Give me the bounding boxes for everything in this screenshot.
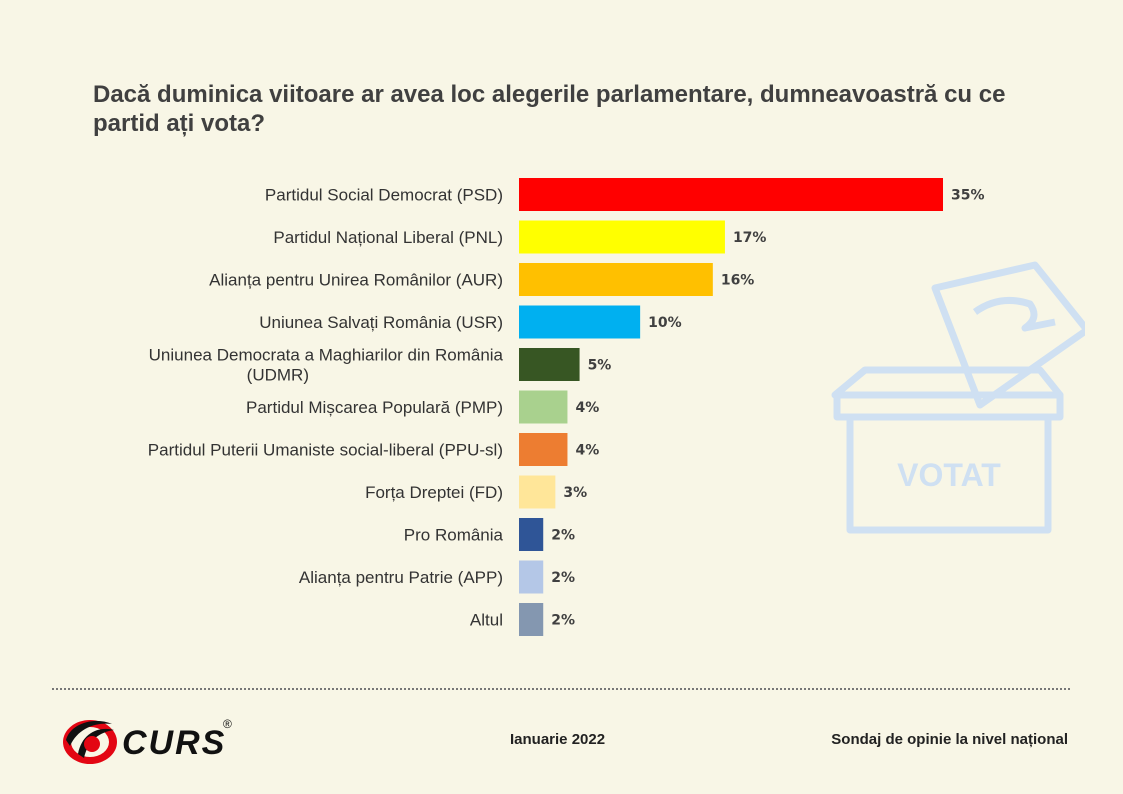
category-label: Pro România: [404, 526, 504, 545]
category-label: Altul: [470, 611, 503, 630]
value-label: 4%: [575, 443, 599, 459]
bar: [519, 433, 568, 466]
category-label-line: Forța Dreptei (FD): [365, 483, 503, 502]
curs-logo: CURS ®: [63, 717, 232, 764]
category-label: Partidul Mișcarea Populară (PMP): [246, 398, 503, 417]
value-label: 2%: [551, 613, 575, 629]
category-label: Uniunea Democrata a Maghiarilor din Româ…: [149, 346, 504, 385]
category-label: Partidul Național Liberal (PNL): [273, 228, 503, 247]
bar: [519, 475, 556, 509]
value-label: 16%: [721, 273, 755, 289]
bar: [519, 560, 544, 594]
value-label: 3%: [563, 485, 587, 501]
category-label-line: Partidul Social Democrat (PSD): [265, 186, 503, 205]
survey-date: Ianuarie 2022: [510, 731, 606, 748]
category-label-line: Pro România: [404, 526, 504, 545]
chart-title: Dacă duminica viitoare ar avea loc alege…: [93, 81, 1006, 137]
category-label-line: Partidul Mișcarea Populară (PMP): [246, 398, 503, 417]
value-label: 10%: [648, 315, 682, 331]
logo-registered-mark: ®: [223, 717, 232, 731]
survey-source: Sondaj de opinie la nivel național: [831, 731, 1068, 748]
bar: [519, 178, 943, 211]
category-label: Uniunea Salvați România (USR): [259, 313, 503, 332]
value-label: 17%: [733, 230, 767, 246]
category-label: Forța Dreptei (FD): [365, 483, 503, 502]
value-label: 2%: [551, 570, 575, 586]
bar-chart: Partidul Social Democrat (PSD) 35% Partidu…: [148, 178, 985, 636]
category-label: Partidul Puterii Umaniste social-liberal…: [148, 441, 503, 460]
value-label: 5%: [588, 358, 612, 374]
value-label: 4%: [575, 400, 599, 416]
bar: [519, 518, 544, 551]
value-label: 35%: [951, 188, 985, 204]
category-label-line: Alianța pentru Patrie (APP): [299, 568, 503, 587]
category-label-line: Alianța pentru Unirea Românilor (AUR): [209, 271, 503, 290]
logo-wordmark: CURS: [122, 724, 226, 762]
ballot-box-label: VOTAT: [897, 457, 1001, 493]
category-label: Partidul Social Democrat (PSD): [265, 186, 503, 205]
bar: [519, 390, 568, 424]
bar: [519, 263, 713, 296]
value-label: 2%: [551, 528, 575, 544]
footer-divider: [52, 688, 1070, 690]
ballot-box-illustration: VOTAT: [831, 261, 1085, 534]
category-label-line: Partidul Național Liberal (PNL): [273, 228, 503, 247]
category-label-line: Uniunea Democrata a Maghiarilor din Româ…: [149, 346, 504, 365]
category-label-line: Altul: [470, 611, 503, 630]
category-label-line: Partidul Puterii Umaniste social-liberal…: [148, 441, 503, 460]
bar: [519, 305, 641, 339]
category-label: Alianța pentru Patrie (APP): [299, 568, 503, 587]
logo-swirl-icon: [63, 720, 117, 764]
bar: [519, 348, 580, 381]
category-label-line: (UDMR): [247, 366, 309, 385]
category-label: Alianța pentru Unirea Românilor (AUR): [209, 271, 503, 290]
bar: [519, 220, 725, 254]
category-label-line: Uniunea Salvați România (USR): [259, 313, 503, 332]
bar: [519, 603, 544, 636]
